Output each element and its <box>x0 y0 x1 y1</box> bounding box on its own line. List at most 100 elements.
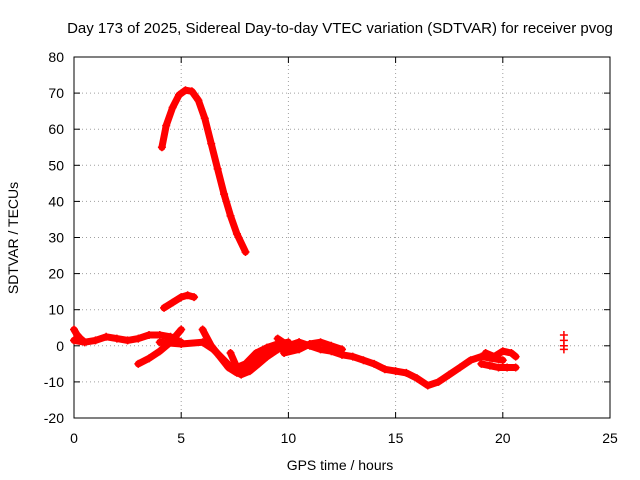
y-tick-label: 70 <box>48 85 64 101</box>
data-point <box>455 363 464 372</box>
series-band <box>70 326 89 346</box>
data-point <box>160 303 169 312</box>
data-point <box>316 345 325 354</box>
data-point <box>402 368 411 377</box>
data-point <box>187 87 196 96</box>
data-point <box>305 339 314 348</box>
data-point <box>145 330 154 339</box>
data-point <box>226 349 235 358</box>
data-point <box>207 139 216 148</box>
data-point <box>485 361 494 370</box>
chart-title: Day 173 of 2025, Sidereal Day-to-day VTE… <box>67 20 613 37</box>
data-point <box>91 336 100 345</box>
data-point <box>155 347 164 356</box>
data-point <box>76 334 85 343</box>
data-point <box>198 325 207 334</box>
data-point <box>295 338 304 347</box>
data-point <box>241 359 250 368</box>
y-tick-label: -10 <box>44 374 64 390</box>
series-track-late-a <box>273 334 507 390</box>
data-point <box>498 347 507 356</box>
y-tick-label: -20 <box>44 410 64 426</box>
data-point <box>80 338 89 347</box>
data-point <box>155 330 164 339</box>
data-point <box>252 349 261 358</box>
x-tick-label: 15 <box>388 430 404 446</box>
data-point <box>481 349 490 358</box>
data-point <box>177 293 186 302</box>
y-tick-label: 0 <box>56 338 64 354</box>
data-point <box>511 363 520 372</box>
series-track-late-c <box>477 359 520 372</box>
data-point <box>241 247 250 256</box>
data-point <box>273 345 282 354</box>
data-point <box>155 338 164 347</box>
data-point <box>559 345 568 354</box>
data-point <box>262 343 271 352</box>
data-point <box>477 352 486 361</box>
data-point <box>215 352 224 361</box>
data-point <box>413 374 422 383</box>
data-point <box>511 352 520 361</box>
data-point <box>168 298 177 307</box>
series-band <box>274 335 507 389</box>
y-tick-label: 30 <box>48 230 64 246</box>
data-point <box>102 332 111 341</box>
data-point <box>198 338 207 347</box>
data-point <box>507 349 516 358</box>
data-point <box>477 359 486 368</box>
data-point <box>490 352 499 361</box>
y-tick-label: 60 <box>48 121 64 137</box>
data-point <box>224 363 233 372</box>
data-point <box>327 341 336 350</box>
data-point <box>391 367 400 376</box>
data-point <box>175 90 184 99</box>
data-point <box>423 381 432 390</box>
series-track-isolated <box>559 330 568 354</box>
x-tick-label: 25 <box>602 430 618 446</box>
data-point <box>494 363 503 372</box>
data-point <box>434 377 443 386</box>
data-point <box>232 363 241 372</box>
data-point <box>498 356 507 365</box>
y-tick-label: 40 <box>48 193 64 209</box>
y-tick-label: 80 <box>48 49 64 65</box>
data-point <box>70 336 78 345</box>
data-point <box>168 103 177 112</box>
data-point <box>207 341 216 350</box>
data-point <box>194 96 203 105</box>
x-tick-label: 0 <box>70 430 78 446</box>
data-point <box>295 345 304 354</box>
data-point <box>177 325 186 334</box>
series-layer <box>70 86 568 390</box>
data-point <box>466 356 475 365</box>
data-point <box>348 352 357 361</box>
data-point <box>134 334 143 343</box>
data-point <box>181 86 190 95</box>
data-point <box>445 370 454 379</box>
data-point <box>503 363 512 372</box>
data-point <box>183 291 192 300</box>
data-point <box>359 356 368 365</box>
data-point <box>190 293 199 302</box>
data-point <box>262 352 271 361</box>
y-axis-label: SDTVAR / TECUs <box>5 182 21 294</box>
data-point <box>145 354 154 363</box>
data-point <box>220 190 229 199</box>
data-point <box>316 338 325 347</box>
series-track-start-spike <box>70 325 89 347</box>
y-tick-label: 10 <box>48 302 64 318</box>
data-point <box>226 211 235 220</box>
grid-layer <box>74 57 610 418</box>
data-point <box>112 334 121 343</box>
data-point <box>370 359 379 368</box>
data-point <box>338 345 346 354</box>
data-point <box>200 114 209 123</box>
data-point <box>70 325 78 334</box>
series-band <box>158 86 249 256</box>
x-tick-label: 20 <box>495 430 511 446</box>
tick-layer: 0 5 10 15 20 25 -20 -10 0 10 20 30 40 50 60 70 80 <box>44 49 618 446</box>
data-point <box>380 365 389 374</box>
y-tick-label: 50 <box>48 157 64 173</box>
data-point <box>134 359 143 368</box>
